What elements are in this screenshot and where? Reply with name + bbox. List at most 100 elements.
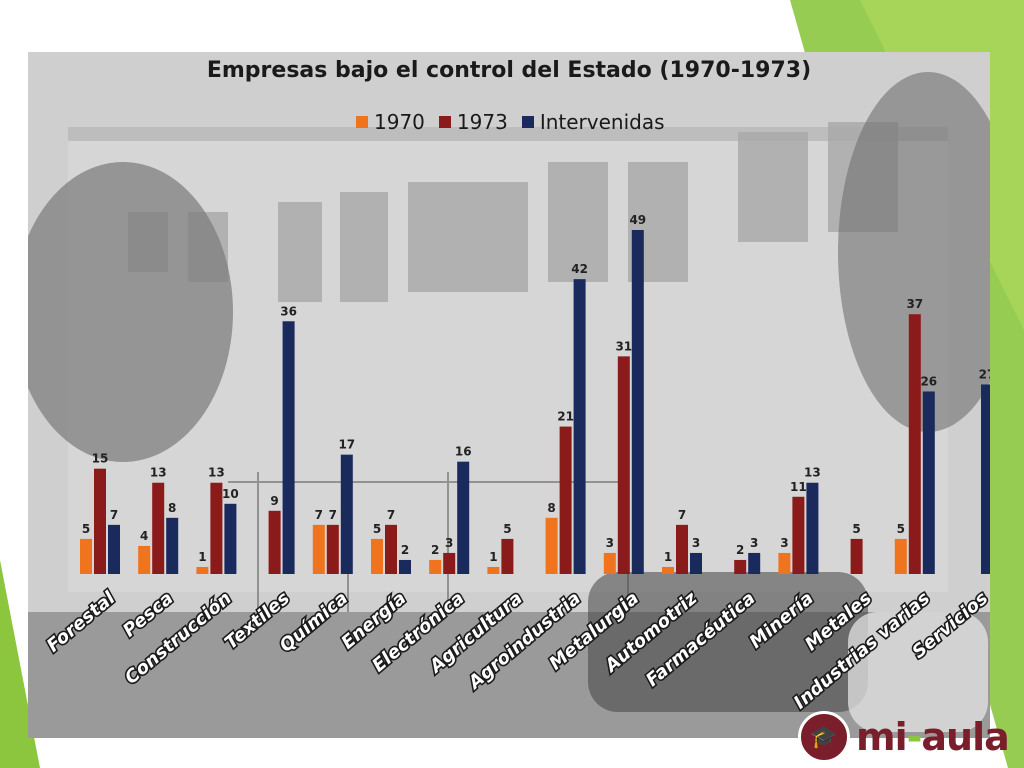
bar-quimica-1970 [312, 524, 325, 574]
bar-construccion-1970 [196, 566, 209, 574]
bar-industrias-varias-1970 [894, 538, 907, 574]
bar-electronica-1970 [429, 559, 442, 574]
legend-label-intervenidas: Intervenidas [539, 110, 665, 134]
bar-industrias-varias-1973 [908, 314, 921, 574]
data-label-electronica-1973: 3 [445, 536, 453, 550]
bar-construccion-intervenidas [224, 503, 237, 574]
bar-textiles-intervenidas [282, 321, 295, 574]
chart-title: Empresas bajo el control del Estado (197… [206, 58, 812, 83]
bar-pesca-intervenidas [166, 517, 179, 574]
bar-servicios-intervenidas [981, 384, 990, 574]
bar-farmaceutica-1973 [734, 559, 747, 574]
tick-label-forestal: Forestal [43, 587, 120, 656]
bar-forestal-intervenidas [108, 524, 120, 574]
data-label-construccion-intervenidas: 10 [222, 487, 239, 501]
bar-forestal-1970 [80, 538, 92, 574]
data-label-metalurgia-1973: 31 [615, 339, 632, 353]
legend-label-1970: 1970 [374, 110, 425, 134]
bar-metalurgia-1970 [603, 552, 616, 574]
data-label-energia-1970: 5 [373, 522, 381, 536]
bar-agroindustria-1970 [545, 517, 558, 574]
bar-forestal-1973 [94, 468, 106, 574]
bar-automotriz-1970 [662, 566, 674, 574]
legend-swatch-1970 [356, 116, 368, 128]
bar-metalurgia-1973 [617, 356, 630, 574]
data-label-energia-intervenidas: 2 [401, 543, 409, 557]
data-label-mineria-intervenidas: 13 [804, 466, 821, 480]
data-label-agricultura-1973: 5 [503, 522, 511, 536]
bar-agroindustria-intervenidas [573, 279, 586, 574]
logo-text-aula: aula [921, 715, 1009, 759]
bar-textiles-1973 [268, 510, 281, 574]
bar-mineria-intervenidas [806, 482, 819, 574]
graduation-cap-icon: 🎓 [798, 711, 850, 763]
data-label-mineria-1973: 11 [790, 480, 807, 494]
logo-text-mi: mi [856, 715, 908, 759]
data-label-industrias-varias-intervenidas: 26 [920, 374, 937, 388]
data-label-pesca-1970: 4 [140, 529, 148, 543]
data-label-construccion-1973: 13 [208, 466, 225, 480]
data-label-pesca-intervenidas: 8 [168, 501, 176, 515]
data-label-quimica-1970: 7 [315, 508, 323, 522]
tick-label-farmaceutica: Farmacéutica [642, 588, 759, 691]
data-label-energia-1973: 7 [387, 508, 395, 522]
bar-pesca-1970 [138, 545, 151, 574]
bar-pesca-1973 [152, 482, 165, 574]
chart-legend: 1970 1973 Intervenidas [356, 110, 673, 134]
data-label-quimica-1973: 7 [329, 508, 337, 522]
tick-label-construccion: Construcción [121, 588, 236, 689]
legend-item-1970: 1970 [356, 110, 425, 134]
bar-mineria-1970 [778, 552, 791, 574]
bar-quimica-intervenidas [340, 454, 353, 574]
data-label-industrias-varias-1970: 5 [897, 522, 905, 536]
legend-label-1973: 1973 [456, 110, 508, 134]
data-label-electronica-1970: 2 [431, 543, 439, 557]
data-label-agroindustria-1970: 8 [547, 501, 555, 515]
data-label-agroindustria-intervenidas: 42 [571, 262, 588, 276]
bar-automotriz-1973 [676, 524, 688, 574]
bar-farmaceutica-intervenidas [748, 552, 761, 574]
data-label-quimica-intervenidas: 17 [338, 438, 355, 452]
data-label-metalurgia-intervenidas: 49 [629, 213, 646, 227]
data-label-metalurgia-1970: 3 [606, 536, 614, 550]
data-label-textiles-1973: 9 [270, 494, 278, 508]
data-label-construccion-1970: 1 [198, 550, 206, 564]
data-label-pesca-1973: 13 [150, 466, 167, 480]
data-label-automotriz-1973: 7 [678, 508, 686, 522]
data-label-servicios-intervenidas: 27 [979, 367, 990, 381]
data-label-electronica-intervenidas: 16 [455, 445, 472, 459]
bar-energia-intervenidas [399, 559, 411, 574]
bar-agroindustria-1973 [559, 426, 572, 574]
legend-item-intervenidas: Intervenidas [521, 110, 665, 134]
data-label-forestal-1970: 5 [82, 522, 90, 536]
bar-energia-1970 [371, 538, 383, 574]
data-label-farmaceutica-1973: 2 [736, 543, 744, 557]
data-label-agroindustria-1973: 21 [557, 410, 574, 424]
data-label-farmaceutica-intervenidas: 3 [750, 536, 758, 550]
data-label-automotriz-1970: 1 [664, 550, 672, 564]
data-label-metales-1973: 5 [852, 522, 860, 536]
bar-metalurgia-intervenidas [631, 230, 644, 574]
data-label-agricultura-1970: 1 [489, 550, 497, 564]
legend-item-1973: 1973 [438, 110, 508, 134]
logo-text: mi-aula [856, 715, 1010, 759]
data-label-forestal-1973: 15 [92, 452, 109, 466]
data-label-textiles-intervenidas: 36 [280, 304, 297, 318]
data-label-forestal-intervenidas: 7 [110, 508, 118, 522]
bar-chart: 5157Forestal4138Pesca11310Construcción93… [41, 213, 990, 715]
bar-energia-1973 [385, 524, 397, 574]
bar-mineria-1973 [792, 496, 805, 574]
bar-agricultura-1973 [501, 538, 514, 574]
data-label-automotriz-intervenidas: 3 [692, 536, 700, 550]
bar-agricultura-1970 [487, 566, 500, 574]
bar-electronica-intervenidas [457, 461, 470, 574]
building-photo [28, 52, 990, 738]
bar-quimica-1973 [326, 524, 339, 574]
mi-aula-logo: 🎓 mi-aula [798, 708, 1024, 766]
bar-electronica-1973 [443, 552, 456, 574]
bar-construccion-1973 [210, 482, 223, 574]
legend-swatch-intervenidas [521, 116, 534, 128]
bar-industrias-varias-intervenidas [922, 391, 935, 574]
data-label-industrias-varias-1973: 37 [906, 297, 923, 311]
legend-swatch-1973 [438, 116, 451, 128]
